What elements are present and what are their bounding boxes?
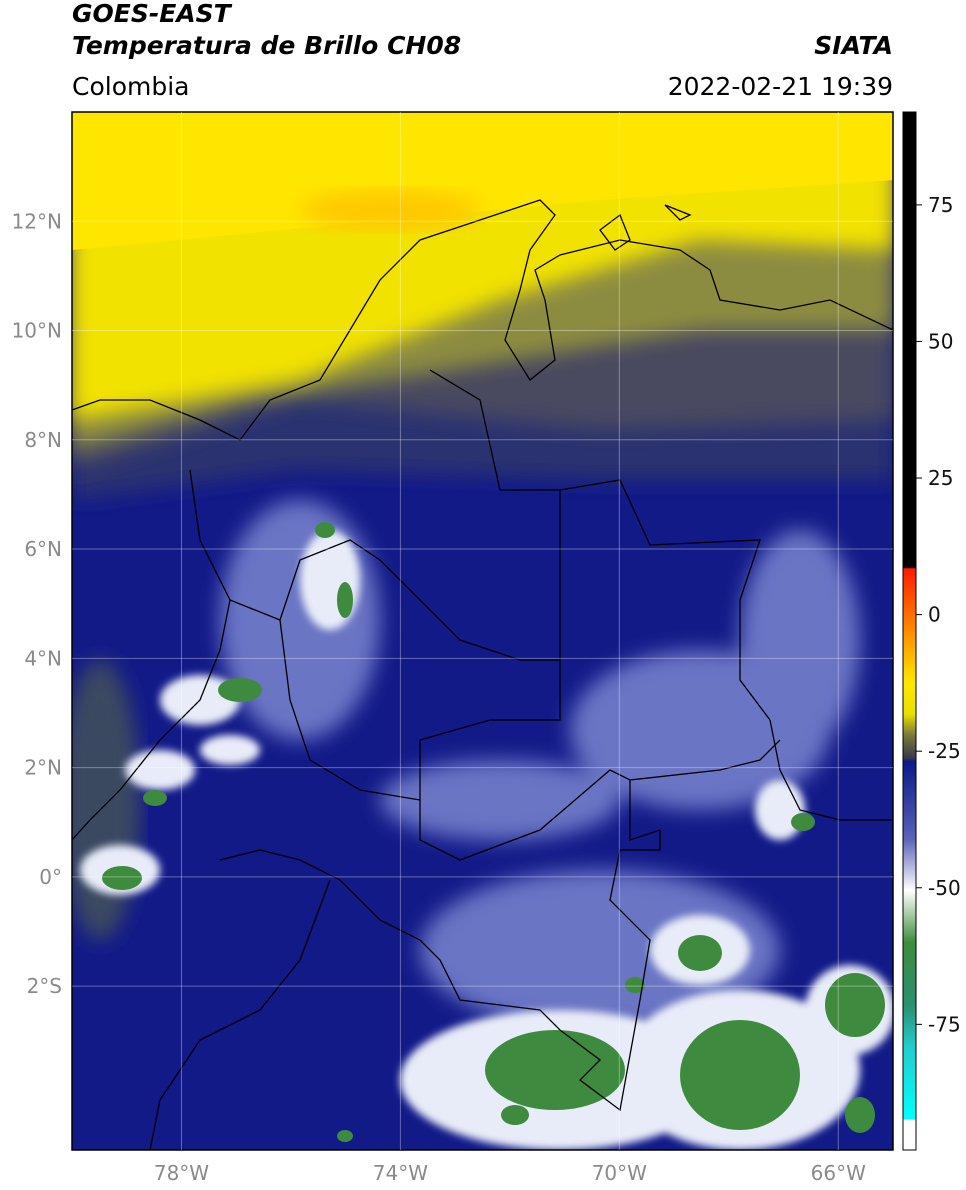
colorbar [902,111,917,1151]
colorbar-tick-label: 50 [928,329,953,353]
colorbar-tick-label: 0 [928,603,941,627]
colorbar-tick-label: 75 [928,193,953,217]
map-frame [71,111,894,1151]
colorbar-tick-label: -50 [928,876,961,900]
lat-tick-label: 8°N [24,428,62,452]
region: Colombia [72,72,189,101]
lon-tick-label: 74°W [373,1161,428,1185]
lat-tick-label: 12°N [12,209,62,233]
lat-tick-label: 4°N [24,646,62,670]
colorbar-tick-label: -25 [928,739,961,763]
product: Temperatura de Brillo CH08 [72,31,461,60]
lat-tick-label: 0° [39,865,62,889]
lon-tick-label: 66°W [811,1161,866,1185]
lat-tick-label: 10°N [12,319,62,343]
lon-tick-label: 78°W [154,1161,209,1185]
colorbar-tick-label: 25 [928,466,953,490]
colorbar-tick-label: -75 [928,1012,961,1036]
title: GOES-EAST [72,0,233,28]
datetime: 2022-02-21 19:39 [668,72,893,101]
lon-tick-label: 70°W [592,1161,647,1185]
lat-tick-label: 2°N [24,756,62,780]
satellite-image [72,112,893,1150]
lat-tick-label: 6°N [24,537,62,561]
lat-tick-label: 2°S [27,974,62,998]
source: SIATA [814,31,893,60]
borders [72,199,893,1150]
